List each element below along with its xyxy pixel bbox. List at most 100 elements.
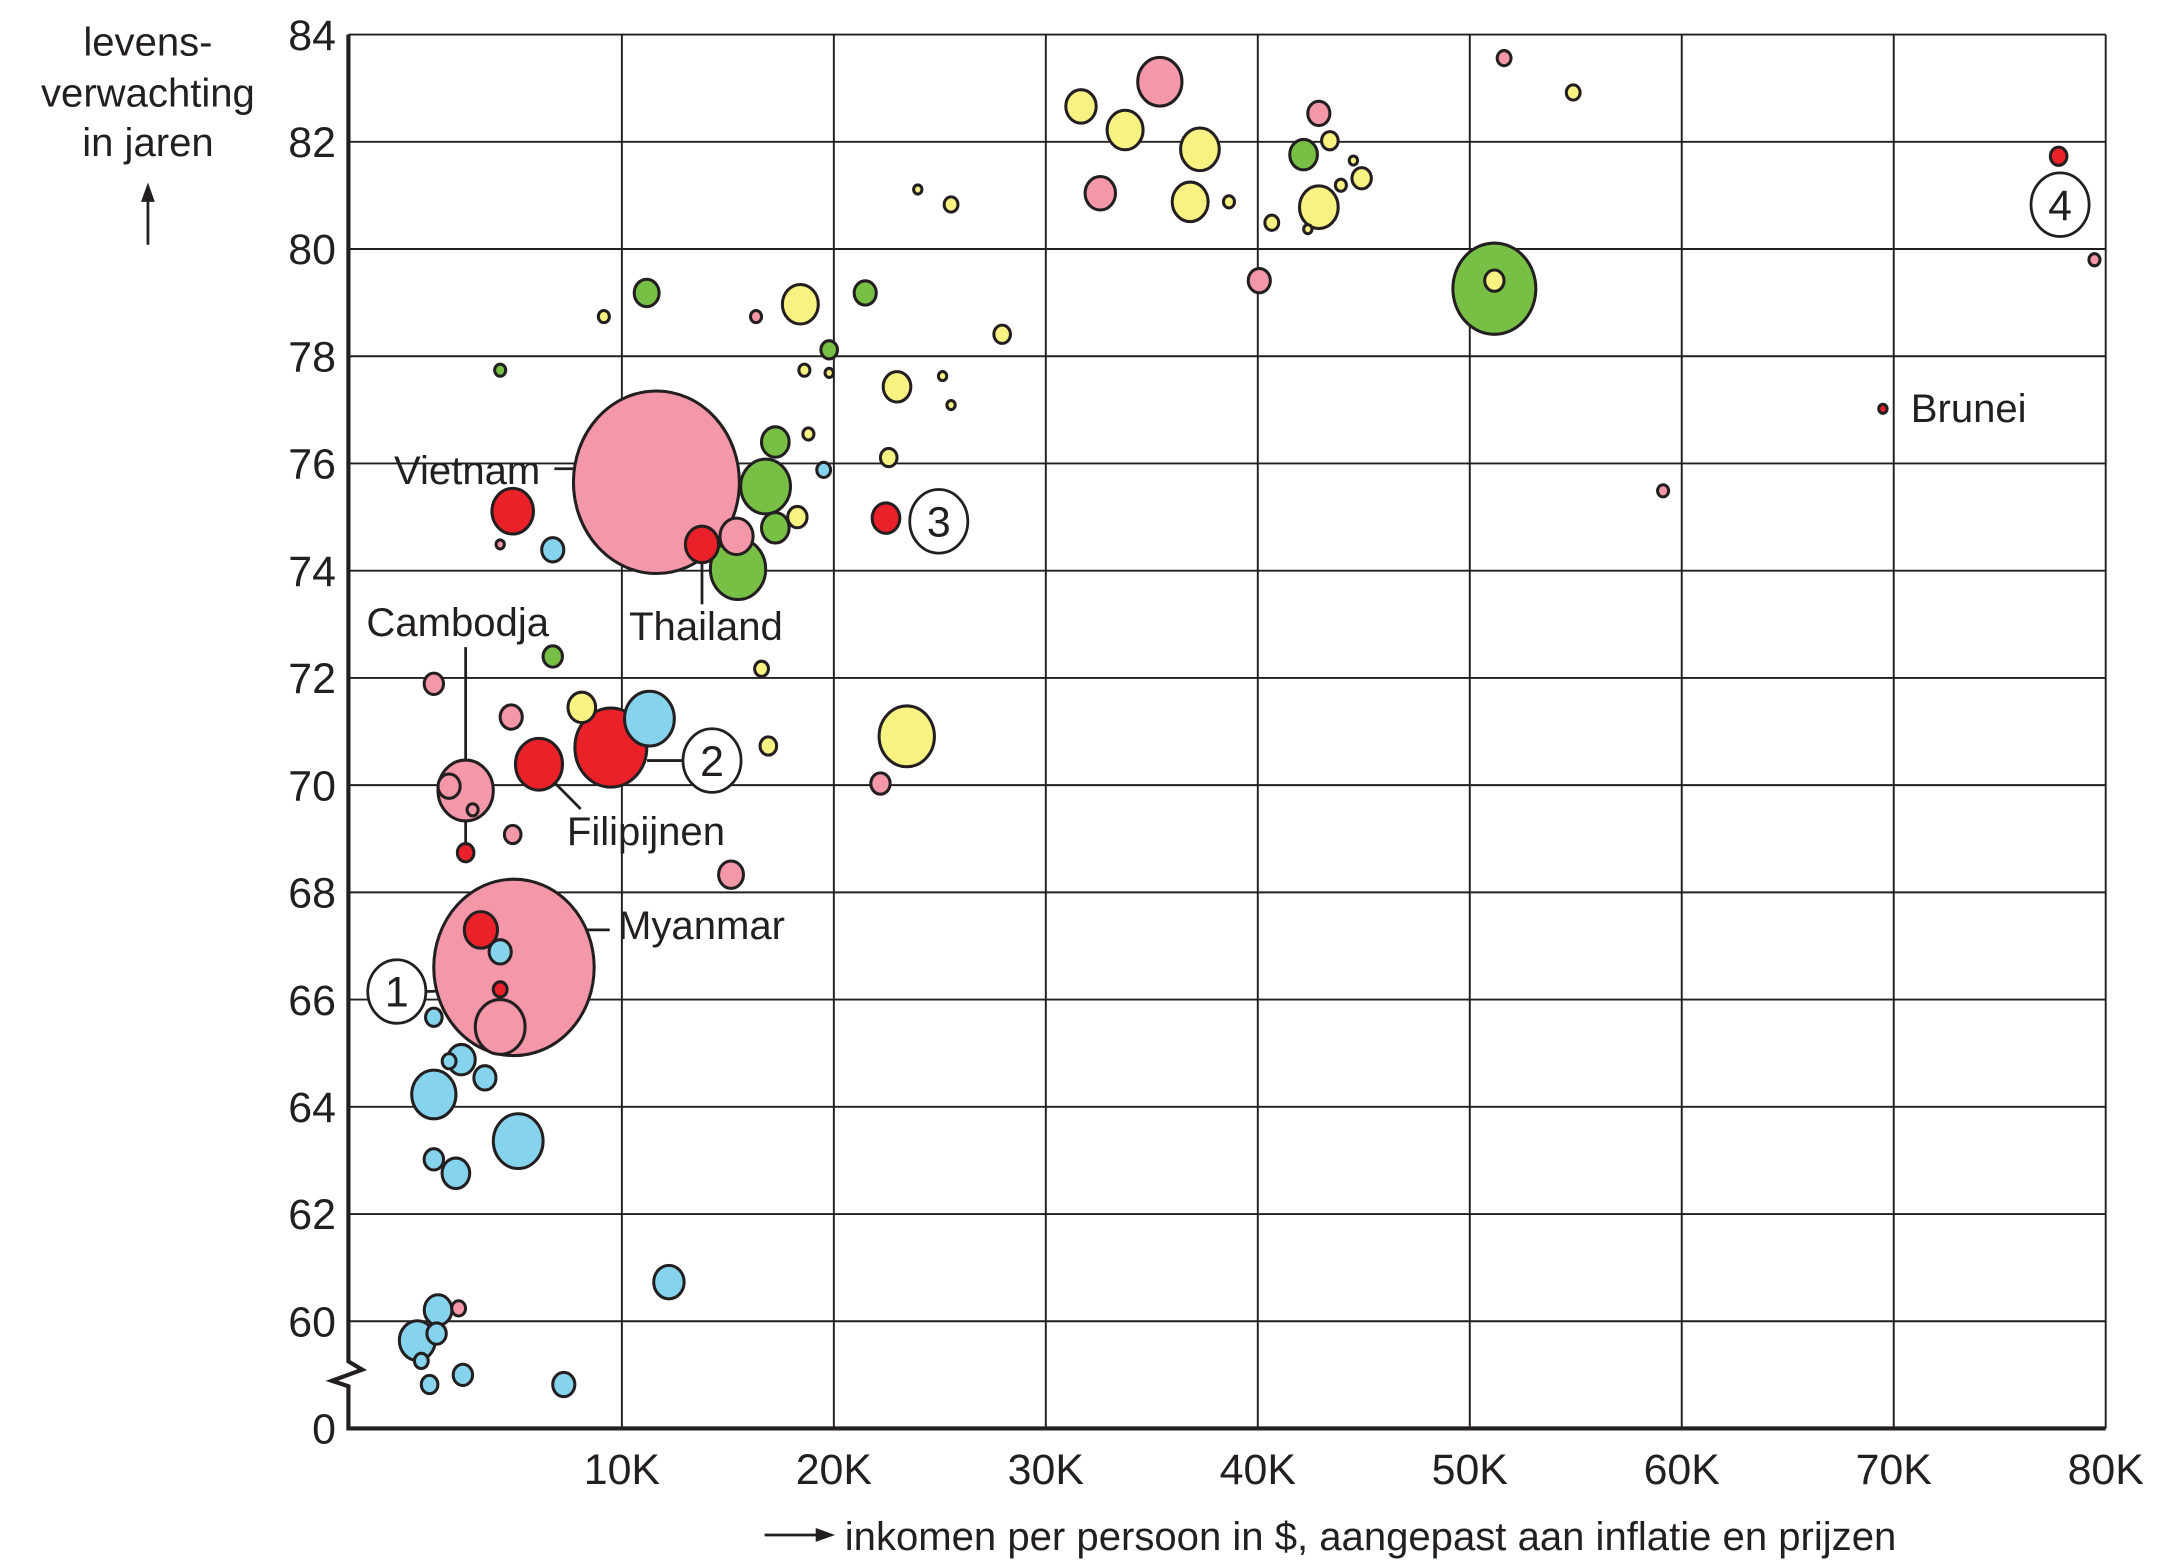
bubble-pink <box>1136 55 1184 108</box>
bubble-pink <box>473 998 527 1056</box>
bubble-blue <box>472 1064 498 1092</box>
y-tick-label: 82 <box>288 119 336 167</box>
bubble-yellow <box>1320 130 1340 152</box>
bubble-yellow <box>942 195 960 214</box>
bubble-green <box>632 277 661 309</box>
bubble-yellow <box>753 659 770 678</box>
bubble-red <box>1877 402 1889 415</box>
bubble-pink <box>2087 252 2102 268</box>
bubble-blue <box>425 1321 448 1346</box>
bubble-pink <box>1306 99 1332 128</box>
bubble-pink <box>1656 483 1671 499</box>
y-tick-label: 60 <box>288 1298 336 1346</box>
axes <box>325 34 2106 1431</box>
y-tick-label: 84 <box>288 12 336 60</box>
y-tick-label: 72 <box>288 655 336 703</box>
bubble-yellow <box>1170 180 1210 224</box>
y-tick-label: 0 <box>312 1406 336 1454</box>
marker-circle-2 <box>681 727 743 794</box>
bubble-blue <box>540 536 566 564</box>
bubble-pink <box>748 308 764 325</box>
bubble-green <box>739 457 792 516</box>
bubble-yellow <box>936 369 949 383</box>
bubble-red <box>455 842 476 864</box>
bubble-pink <box>717 859 745 890</box>
bubble-yellow <box>596 308 611 325</box>
arrow-up-icon <box>141 182 155 245</box>
bubble-yellow <box>945 398 957 412</box>
bubble-blue <box>410 1068 458 1121</box>
x-tick-label: 60K <box>1644 1446 1721 1494</box>
label-vietnam: Vietnam <box>394 449 540 493</box>
bubble-blue <box>424 1006 444 1028</box>
marker-label-1: 1 <box>385 969 409 1017</box>
bubble-blue <box>412 1351 430 1371</box>
label-brunei: Brunei <box>1911 387 2027 431</box>
label-cambodja: Cambodja <box>366 601 549 645</box>
y-tick-label: 68 <box>288 870 336 918</box>
bubble-pink <box>494 538 506 551</box>
bubble-red <box>462 910 500 950</box>
marker-circle-4 <box>2029 171 2091 238</box>
bubble-yellow <box>1333 177 1348 193</box>
bubble-green <box>1288 137 1319 172</box>
marker-label-4: 4 <box>2048 182 2072 230</box>
bubble-blue <box>551 1370 577 1399</box>
marker-label-2: 2 <box>700 738 724 786</box>
x-title: inkomen per persoon in $, aangepast aan … <box>845 1515 1897 1559</box>
bubble-red <box>2048 145 2069 167</box>
marker-circle-1 <box>366 958 428 1025</box>
bubble-yellow <box>1302 223 1314 236</box>
y-title-line-3: in jaren <box>82 121 213 165</box>
x-tick-label: 40K <box>1220 1446 1297 1494</box>
bubble-yellow <box>1483 268 1506 293</box>
bubble-yellow <box>878 446 899 469</box>
bubble-blue <box>422 1293 454 1327</box>
bubble-yellow <box>1064 88 1098 125</box>
bubble-yellow <box>780 282 820 326</box>
bubble-yellow <box>912 183 924 196</box>
bubble-blue <box>815 460 833 480</box>
bubble-pink <box>1083 175 1118 212</box>
x-tick-label: 10K <box>584 1446 661 1494</box>
bubbles <box>397 49 2102 1399</box>
x-tick-label: 70K <box>1856 1446 1933 1494</box>
bubble-pink <box>718 516 755 557</box>
bubble-yellow <box>992 323 1012 345</box>
bubble-red <box>513 736 565 792</box>
bubble-pink <box>869 771 892 796</box>
y-title-line-2: verwachting <box>41 71 255 115</box>
bubble-yellow <box>786 504 809 530</box>
bubble-yellow <box>758 735 779 757</box>
bubble-yellow <box>1263 213 1281 232</box>
bubble-green <box>541 644 564 669</box>
label-myanmar: Myanmar <box>618 904 785 948</box>
bubble-red <box>683 524 721 565</box>
bubble-pink <box>1495 49 1513 68</box>
tick-labels: 84 82 80 78 76 74 72 70 68 66 64 62 60 0 10K 20K 30K 40K 5… <box>288 12 2144 1494</box>
bubble-green <box>819 339 839 361</box>
y-tick-label: 80 <box>288 226 336 274</box>
y-tick-label: 74 <box>288 548 336 596</box>
bubble-blue <box>623 689 676 748</box>
marker-label-3: 3 <box>927 499 951 547</box>
y-tick-label: 78 <box>288 333 336 381</box>
bubble-pink <box>498 703 524 731</box>
bubble-pink <box>465 802 480 818</box>
bubble-yellow <box>566 690 598 725</box>
bubble-yellow <box>1105 108 1145 152</box>
bubble-yellow <box>823 366 835 379</box>
x-tick-label: 80K <box>2068 1446 2145 1494</box>
label-thailand: Thailand <box>629 605 783 649</box>
bubble-pink <box>1246 266 1272 295</box>
bubble-yellow <box>1347 154 1360 167</box>
x-tick-label: 50K <box>1432 1446 1509 1494</box>
bubble-yellow <box>1350 166 1373 191</box>
y-tick-label: 76 <box>288 441 336 489</box>
bubble-blue <box>419 1373 440 1396</box>
x-tick-label: 30K <box>1008 1446 1085 1494</box>
bubble-green <box>493 362 508 378</box>
bubble-pink <box>436 772 462 800</box>
bubble-blue <box>451 1362 475 1388</box>
label-filipijnen: Filipijnen <box>567 810 725 854</box>
